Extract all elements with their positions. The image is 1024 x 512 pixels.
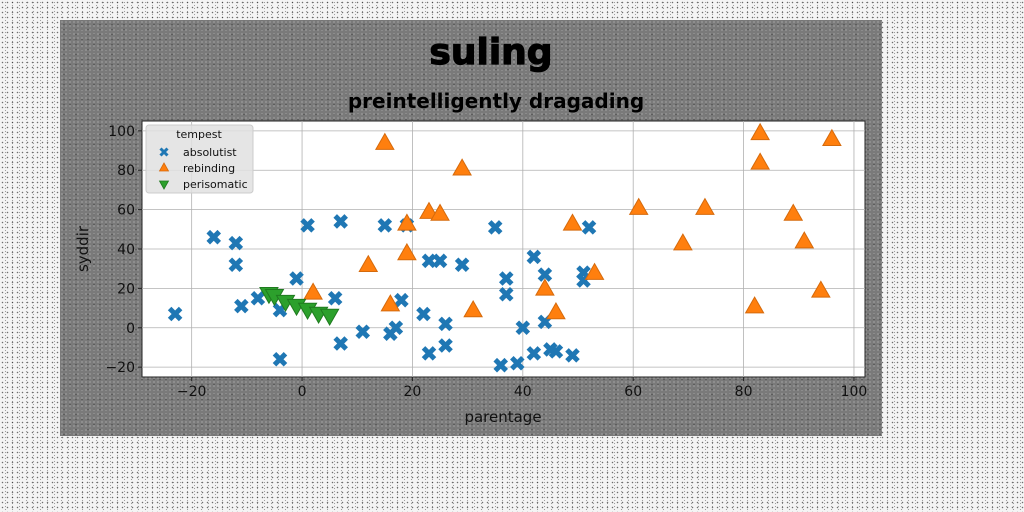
point-absolutist [454, 257, 470, 273]
point-absolutist [510, 355, 525, 371]
point-absolutist [548, 344, 564, 359]
x-tick-label: 40 [514, 384, 532, 400]
point-absolutist [515, 320, 531, 336]
y-tick-label: 60 [117, 203, 135, 219]
y-tick-label: 100 [108, 124, 135, 140]
y-axis-label: syddir [74, 225, 92, 272]
y-tick-label: 0 [126, 321, 135, 337]
scatter-chart: suling preintelligently dragading −20 0 20… [74, 31, 867, 426]
point-rebinding [463, 300, 484, 318]
point-absolutist [234, 298, 249, 314]
data-points [167, 122, 842, 373]
point-rebinding [546, 302, 566, 320]
point-rebinding [584, 262, 605, 280]
x-tick-label: 100 [841, 384, 868, 400]
point-rebinding [750, 152, 770, 170]
point-absolutist [432, 253, 448, 269]
point-absolutist [493, 357, 509, 373]
x-tick-label: 60 [624, 384, 642, 400]
chart-subtitle: preintelligently dragading [348, 89, 644, 113]
point-absolutist [526, 249, 542, 265]
point-absolutist [526, 346, 542, 361]
point-absolutist [250, 290, 266, 306]
legend-marker-rebinding [158, 162, 170, 172]
point-rebinding [628, 197, 649, 215]
point-absolutist [167, 306, 183, 322]
point-rebinding [794, 231, 815, 249]
legend-title: tempest [176, 128, 222, 141]
legend-label-absolutist: absolutist [183, 146, 237, 159]
point-absolutist [228, 235, 244, 251]
y-tick-label: 20 [117, 281, 135, 297]
point-rebinding [673, 233, 693, 251]
point-rebinding [822, 128, 842, 146]
point-absolutist [377, 218, 393, 233]
point-absolutist [421, 253, 437, 269]
point-rebinding [810, 280, 831, 298]
point-absolutist [355, 324, 371, 339]
point-absolutist [289, 271, 304, 286]
point-absolutist [300, 218, 315, 233]
point-rebinding [419, 201, 439, 219]
point-rebinding [535, 278, 555, 296]
x-tick-label: −20 [177, 384, 207, 400]
point-rebinding [562, 213, 583, 231]
y-tick-label: 40 [117, 242, 135, 258]
legend: tempest absolutist rebinding perisomatic [145, 124, 254, 194]
point-rebinding [380, 294, 401, 312]
legend-label-rebinding: rebinding [183, 162, 235, 175]
y-tick-label: −20 [105, 360, 135, 376]
point-absolutist [327, 290, 343, 306]
chart-frame: suling preintelligently dragading −20 0 20… [60, 20, 882, 436]
point-absolutist [228, 257, 244, 273]
axis-ticks: −20 0 20 40 60 80 100 −20 0 20 40 60 80 100 [105, 124, 867, 400]
point-absolutist [438, 316, 453, 332]
point-absolutist [416, 306, 431, 322]
point-absolutist [394, 292, 409, 308]
point-rebinding [303, 282, 323, 300]
point-rebinding [452, 158, 472, 176]
point-absolutist [487, 220, 503, 235]
point-rebinding [397, 242, 417, 261]
point-absolutist [581, 220, 597, 235]
point-absolutist [421, 346, 437, 361]
legend-marker-perisomatic [158, 180, 170, 190]
x-tick-label: 80 [735, 384, 753, 400]
legend-label-perisomatic: perisomatic [183, 178, 248, 191]
point-absolutist [537, 267, 553, 282]
point-rebinding [744, 296, 765, 314]
x-tick-label: 20 [404, 384, 422, 400]
point-absolutist [498, 287, 514, 302]
x-axis-label: parentage [464, 408, 541, 426]
x-tick-label: 0 [298, 384, 307, 400]
point-absolutist [498, 271, 514, 286]
point-rebinding [783, 203, 804, 221]
legend-box [145, 124, 254, 194]
point-rebinding [397, 213, 417, 231]
point-absolutist [333, 336, 348, 351]
point-rebinding [430, 203, 450, 221]
point-rebinding [695, 197, 715, 215]
point-absolutist [333, 214, 348, 229]
chart-title: suling [429, 32, 552, 73]
point-absolutist [565, 348, 580, 363]
y-tick-label: 80 [117, 163, 135, 179]
point-absolutist [388, 320, 404, 336]
legend-marker-absolutist [159, 147, 169, 157]
point-rebinding [358, 254, 379, 273]
point-rebinding [750, 122, 770, 141]
point-perisomatic [319, 308, 340, 326]
point-rebinding [374, 132, 395, 150]
point-absolutist [272, 352, 288, 367]
point-absolutist [438, 338, 453, 353]
point-absolutist [206, 229, 222, 245]
